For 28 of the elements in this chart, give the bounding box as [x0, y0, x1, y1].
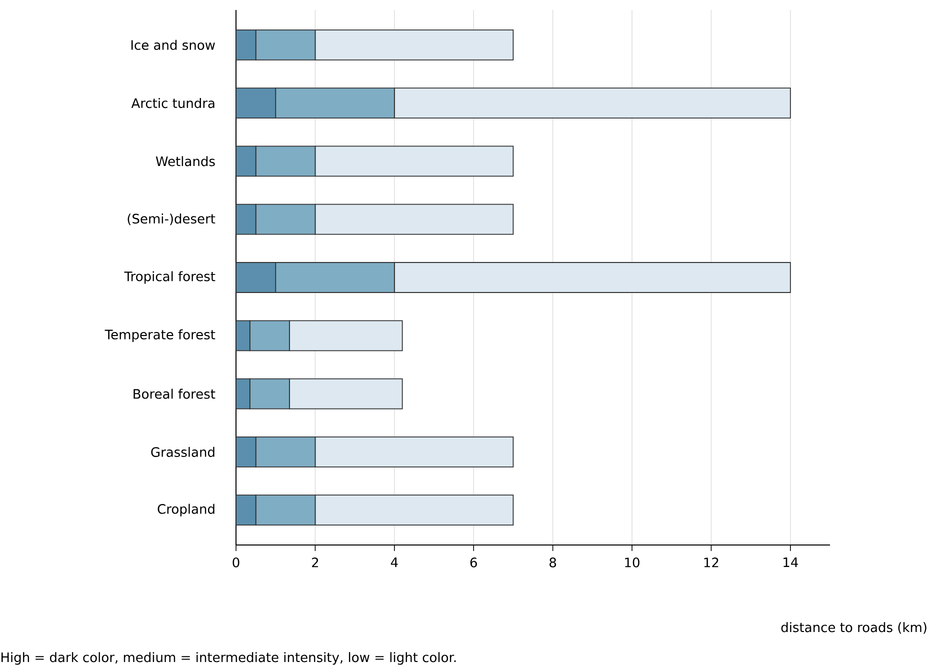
- bar: [236, 262, 276, 293]
- x-tick-label: 4: [390, 558, 398, 568]
- bar: [236, 494, 256, 526]
- y-tick-label: Boreal forest: [134, 388, 216, 399]
- y-tick-label: Grassland: [151, 446, 214, 457]
- y-tick-label: Ice and snow: [131, 40, 215, 50]
- x-tick-label: 6: [470, 558, 477, 568]
- y-tick-label: (Semi-)desert: [128, 214, 216, 226]
- x-tick-label: 14: [784, 558, 798, 568]
- y-tick-label: Temperate forest: [104, 329, 216, 342]
- x-tick-label: 12: [704, 558, 718, 568]
- y-tick-label: Arctic tundra: [131, 98, 214, 108]
- x-tick-label: 0: [232, 558, 240, 568]
- bar: [236, 320, 250, 351]
- y-tick-label: Cropland: [158, 504, 214, 516]
- text: High = dark color, medium = intermediate intensity, low = light color.: [1, 652, 456, 665]
- x-tick-label: 10: [625, 558, 640, 568]
- bar: [236, 436, 256, 468]
- bar: [236, 88, 276, 118]
- x-axis-title: distance to roads (km): [781, 622, 926, 634]
- x-tick-label: 2: [312, 558, 318, 568]
- bar: [236, 378, 250, 409]
- y-tick-label: Tropical forest: [124, 271, 216, 284]
- bar: [236, 204, 256, 235]
- bar: [236, 146, 256, 177]
- bar: [236, 29, 256, 60]
- x-tick-label: 8: [550, 558, 556, 568]
- y-tick-label: Wetlands: [156, 156, 215, 166]
